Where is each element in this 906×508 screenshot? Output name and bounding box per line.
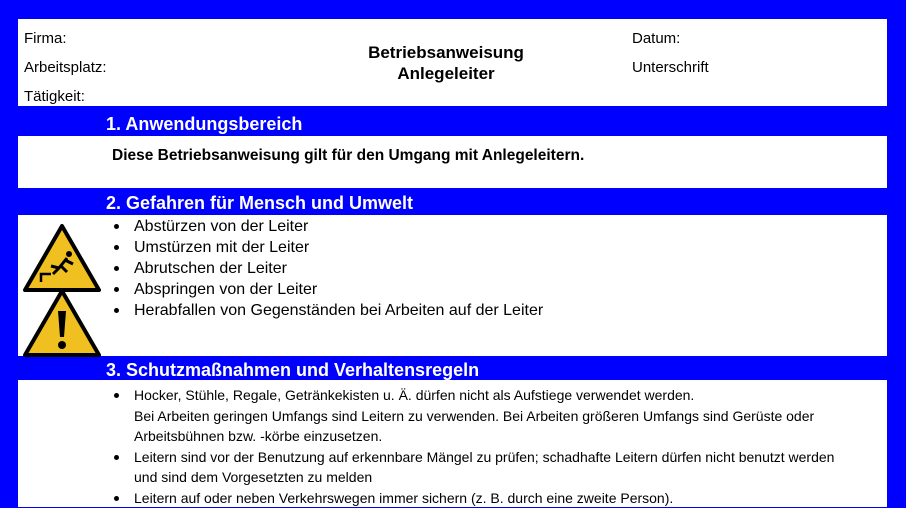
section-1-title: 1. Anwendungsbereich — [106, 114, 302, 135]
title-line2: Anlegeleiter — [296, 63, 596, 84]
item-line: Bei Arbeiten geringen Umfangs sind Leite… — [134, 406, 834, 427]
list-item: Abrutschen der Leiter — [110, 258, 543, 279]
rules-list: Hocker, Stühle, Regale, Getränkekisten u… — [110, 385, 834, 508]
general-warning-icon — [23, 289, 101, 357]
list-item: Abstürzen von der Leiter — [110, 216, 543, 237]
list-item: Leitern sind vor der Benutzung auf erken… — [110, 447, 834, 488]
list-item: Hocker, Stühle, Regale, Getränkekisten u… — [110, 385, 834, 447]
title-line1: Betriebsanweisung — [296, 42, 596, 63]
item-line: Arbeitsbühnen bzw. -körbe einzusetzen. — [134, 426, 834, 447]
list-item: Abspringen von der Leiter — [110, 279, 543, 300]
firma-label: Firma: — [24, 30, 67, 47]
arbeitsplatz-label: Arbeitsplatz: — [24, 59, 107, 76]
taetigkeit-label: Tätigkeit: — [24, 88, 85, 105]
item-line: und sind dem Vorgesetzten zu melden — [134, 467, 834, 488]
list-item: Herabfallen von Gegenständen bei Arbeite… — [110, 300, 543, 321]
document-title: Betriebsanweisung Anlegeleiter — [296, 42, 596, 84]
section-3-title: 3. Schutzmaßnahmen und Verhaltensregeln — [106, 360, 479, 381]
list-item: Umstürzen mit der Leiter — [110, 237, 543, 258]
list-item: Leitern auf oder neben Verkehrswegen imm… — [110, 488, 834, 508]
section-2-title: 2. Gefahren für Mensch und Umwelt — [106, 193, 413, 214]
hazard-list: Abstürzen von der Leiter Umstürzen mit d… — [110, 216, 543, 321]
item-line: Leitern auf oder neben Verkehrswegen imm… — [134, 488, 834, 508]
unterschrift-label: Unterschrift — [632, 59, 709, 76]
fall-hazard-warning-icon — [23, 224, 101, 292]
item-line: Leitern sind vor der Benutzung auf erken… — [134, 447, 834, 468]
item-line: Hocker, Stühle, Regale, Getränkekisten u… — [134, 385, 834, 406]
section-1-text: Diese Betriebsanweisung gilt für den Umg… — [112, 147, 584, 165]
datum-label: Datum: — [632, 30, 680, 47]
